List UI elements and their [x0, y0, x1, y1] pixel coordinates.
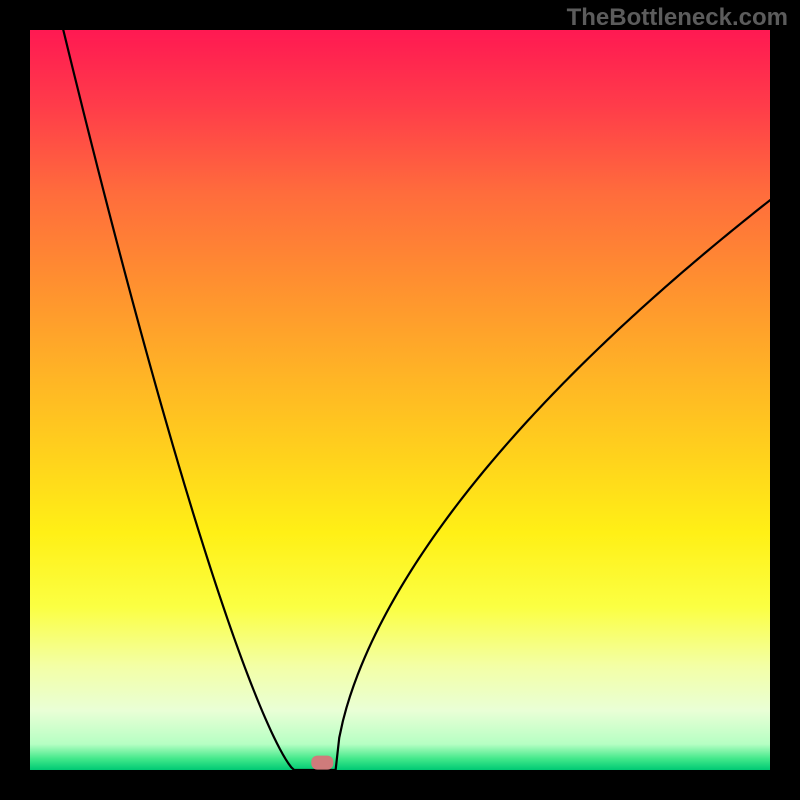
bottleneck-plot [30, 30, 770, 770]
watermark-text: TheBottleneck.com [567, 4, 788, 32]
bottleneck-marker [311, 756, 333, 770]
chart-stage: TheBottleneck.com [0, 0, 800, 800]
plot-background [30, 30, 770, 770]
